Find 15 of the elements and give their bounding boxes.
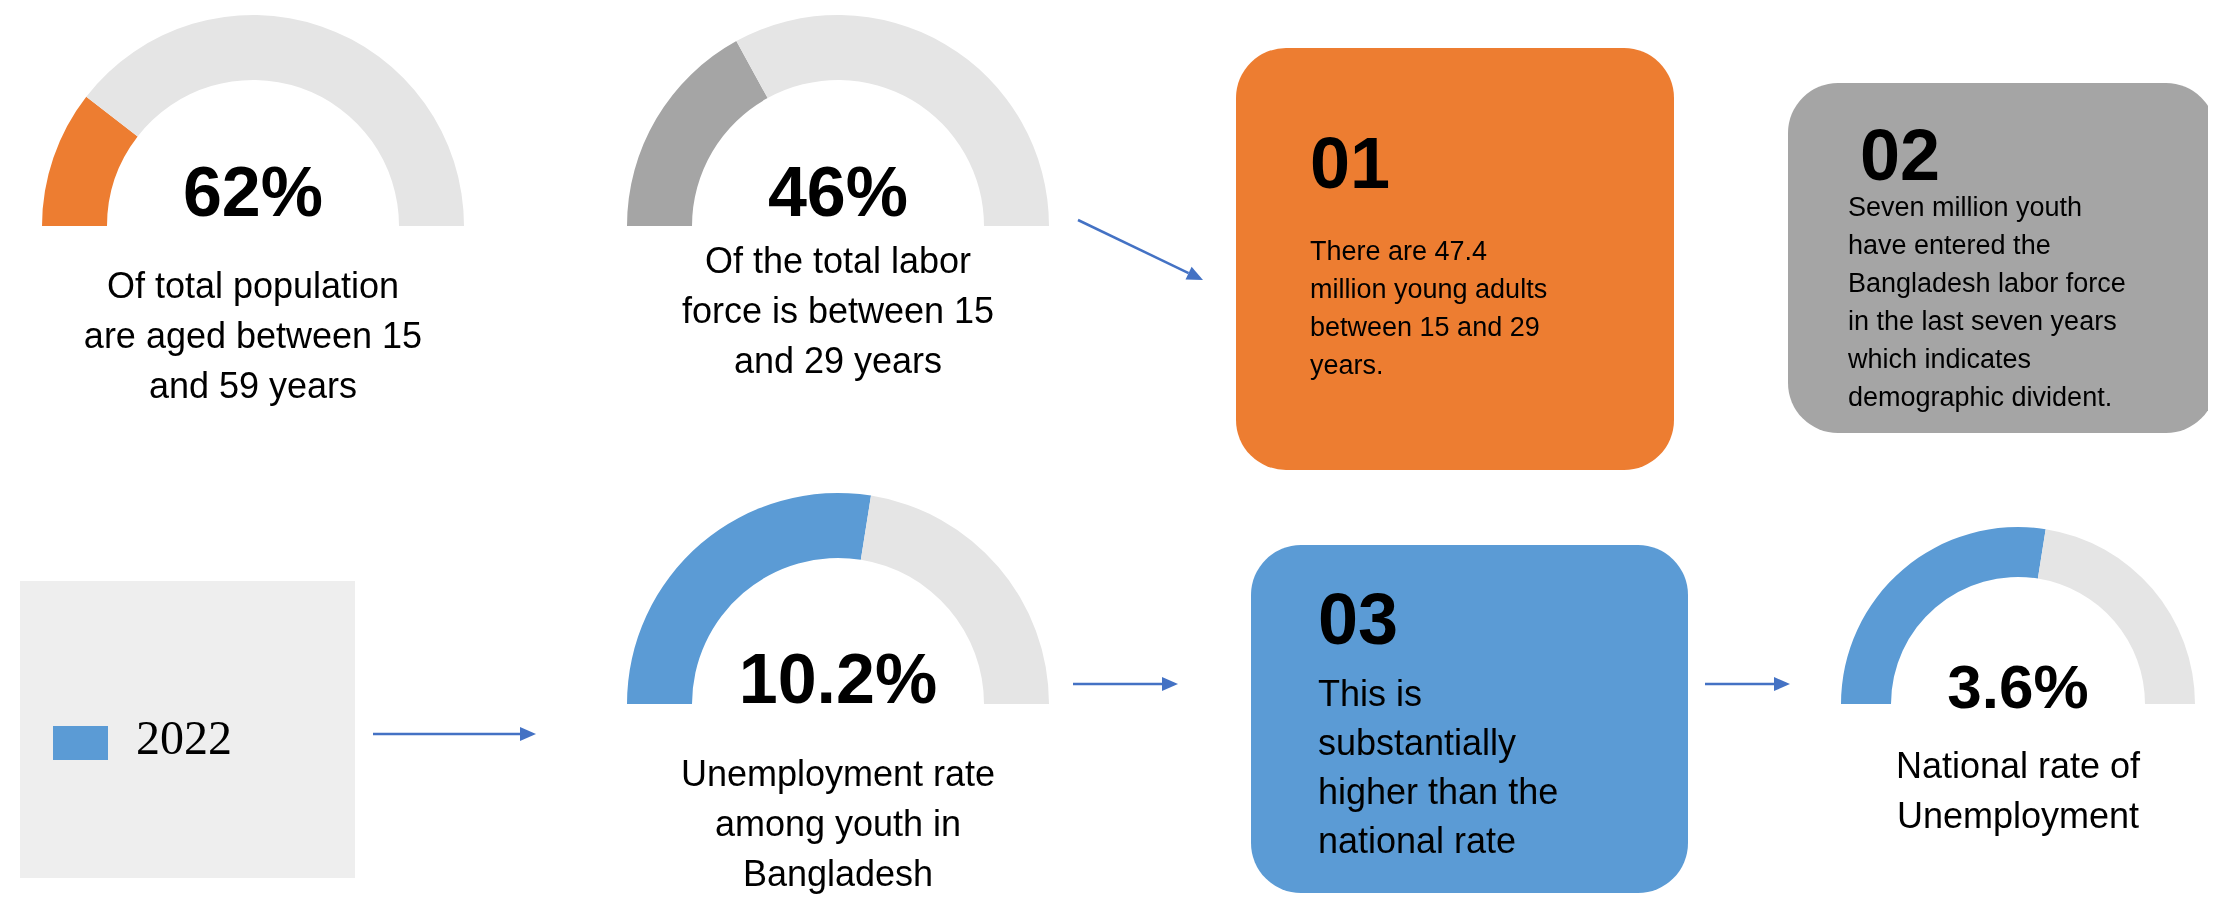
text: 3.6% xyxy=(1947,652,2089,721)
text: There are 47.4 million young adults between 15 and 29 years. xyxy=(1310,236,1548,380)
text: Unemployment rate among youth in Bangladesh xyxy=(680,753,996,894)
text: 62% xyxy=(182,153,324,231)
text: Of the total labor force is between 15 and 29 years xyxy=(681,240,995,381)
text: 02 xyxy=(1860,115,1941,195)
text: Of total population are aged between 15 and 59 years xyxy=(83,265,423,406)
text: 01 xyxy=(1310,123,1391,203)
text: 10.2% xyxy=(738,640,938,718)
text: National rate of Unemployment xyxy=(1895,745,2142,836)
text: 46% xyxy=(767,153,909,231)
text: This is substantially higher than the national rate xyxy=(1318,673,1559,861)
legend-label: 2022 xyxy=(136,711,232,764)
text: 03 xyxy=(1318,579,1399,659)
text: Seven million youth have entered the Bangladesh labor force in the last seven years which indicates demographic divident. xyxy=(1847,192,2126,412)
